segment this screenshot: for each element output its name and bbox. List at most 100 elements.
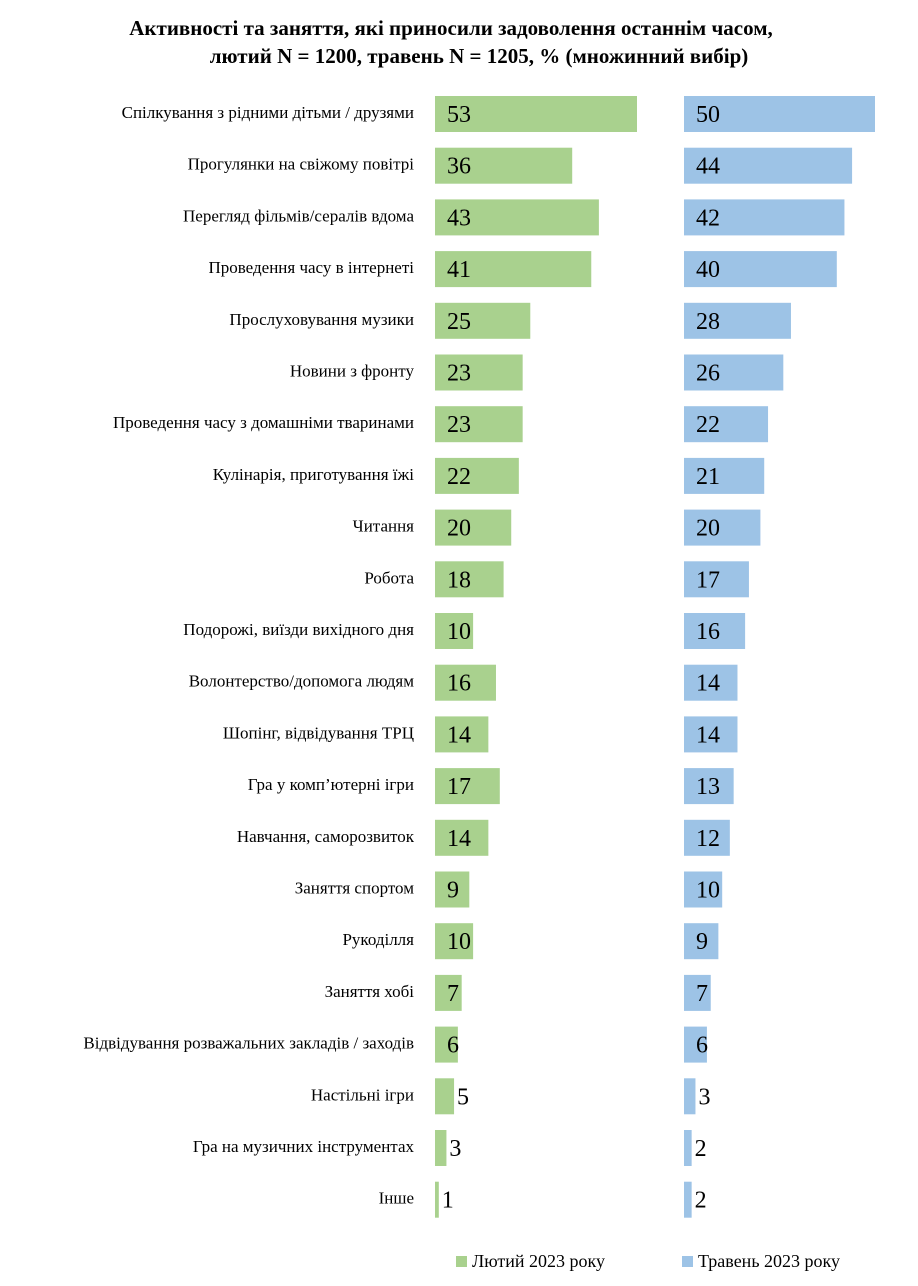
- data-label-february: 7: [447, 981, 459, 1007]
- bar-february: [435, 96, 637, 132]
- bar-may: [684, 819, 730, 856]
- category-label: Настільні ігри: [311, 1085, 414, 1104]
- data-label-may: 40: [696, 257, 720, 283]
- data-label-february: 36: [447, 154, 471, 180]
- data-label-may: 50: [696, 102, 720, 128]
- data-label-february: 22: [447, 464, 471, 490]
- bar-may: [684, 1026, 707, 1063]
- category-label: Заняття хобі: [325, 982, 415, 1001]
- bar-may: [684, 923, 719, 960]
- category-label: Навчання, саморозвиток: [237, 827, 415, 846]
- bar-february: [435, 664, 496, 701]
- bar-february: [435, 819, 489, 856]
- category-label: Волонтерство/допомога людям: [189, 672, 415, 691]
- bar-february: [435, 251, 592, 288]
- data-label-february: 41: [447, 257, 471, 283]
- category-label: Прослуховування музики: [229, 310, 414, 329]
- bar-may: [684, 199, 845, 236]
- bar-february: [435, 199, 599, 236]
- bar-may: [684, 613, 746, 649]
- data-label-may: 12: [696, 826, 720, 852]
- data-label-may: 22: [696, 412, 720, 438]
- bar-may: [684, 561, 749, 598]
- data-label-february: 17: [447, 774, 471, 800]
- category-label: Кулінарія, приготування їжі: [213, 465, 415, 484]
- legend-swatch-may: [682, 1256, 693, 1267]
- data-label-may: 9: [696, 929, 708, 955]
- category-label: Прогулянки на свіжому повітрі: [188, 155, 415, 174]
- bar-february: [435, 871, 470, 908]
- bar-may: [684, 664, 738, 701]
- chart-title: Активності та заняття, які приносили зад…: [0, 14, 918, 70]
- category-label: Гра на музичних інструментах: [193, 1137, 415, 1156]
- data-label-may: 2: [695, 1136, 707, 1162]
- bar-may: [684, 768, 734, 805]
- data-label-february: 53: [447, 102, 471, 128]
- bar-february: [435, 1078, 455, 1115]
- data-label-may: 42: [696, 205, 720, 231]
- bar-february: [435, 354, 523, 391]
- bar-february: [435, 716, 489, 753]
- data-label-may: 14: [696, 722, 720, 748]
- data-label-february: 23: [447, 361, 471, 387]
- category-label: Заняття спортом: [295, 879, 414, 898]
- data-label-may: 20: [696, 516, 720, 542]
- bar-february: [435, 406, 523, 443]
- bar-may: [684, 251, 837, 288]
- category-label: Проведення часу в інтернеті: [208, 258, 414, 277]
- data-label-february: 3: [449, 1136, 461, 1162]
- data-label-may: 16: [696, 619, 720, 645]
- chart-title-line-1: Активності та заняття, які приносили зад…: [129, 16, 773, 40]
- bar-may: [684, 974, 711, 1011]
- data-label-february: 25: [447, 309, 471, 335]
- bar-february: [435, 147, 573, 184]
- bar-february: [435, 1181, 439, 1218]
- bar-may: [684, 1078, 696, 1115]
- bar-may: [684, 457, 765, 494]
- data-label-may: 10: [696, 878, 720, 904]
- category-label: Спілкування з рідними дітьми / друзями: [122, 103, 414, 122]
- data-label-february: 23: [447, 412, 471, 438]
- bar-february: [435, 457, 519, 494]
- data-label-february: 14: [447, 826, 471, 852]
- data-label-february: 5: [457, 1084, 469, 1110]
- chart-title-line-2: лютий N = 1200, травень N = 1205, % (мно…: [209, 44, 749, 68]
- data-label-may: 26: [696, 361, 720, 387]
- category-label: Інше: [379, 1189, 414, 1208]
- bar-may: [684, 1130, 692, 1166]
- legend-swatch-february: [456, 1256, 467, 1267]
- data-label-may: 14: [696, 671, 720, 697]
- bar-may: [684, 406, 769, 443]
- data-label-february: 1: [442, 1188, 454, 1214]
- category-label: Проведення часу з домашніми тваринами: [113, 413, 414, 432]
- legend-label-february: Лютий 2023 року: [472, 1251, 605, 1271]
- bar-may: [684, 302, 791, 339]
- bar-february: [435, 1026, 458, 1063]
- data-label-february: 6: [447, 1033, 459, 1059]
- bar-may: [684, 1181, 692, 1218]
- data-label-february: 20: [447, 516, 471, 542]
- bar-may: [684, 509, 761, 546]
- bar-february: [435, 923, 474, 960]
- bar-may: [684, 871, 723, 908]
- data-label-february: 16: [447, 671, 471, 697]
- data-label-may: 3: [698, 1084, 710, 1110]
- category-label: Шопінг, відвідування ТРЦ: [223, 723, 414, 742]
- category-label: Перегляд фільмів/сералів вдома: [183, 206, 414, 225]
- bar-may: [684, 147, 853, 184]
- data-label-february: 9: [447, 878, 459, 904]
- data-label-may: 2: [695, 1188, 707, 1214]
- data-label-may: 7: [696, 981, 708, 1007]
- data-label-february: 14: [447, 722, 471, 748]
- category-label: Гра у комп’ютерні ігри: [248, 775, 414, 794]
- data-label-may: 13: [696, 774, 720, 800]
- category-label: Подорожі, виїзди вихідного дня: [183, 620, 414, 639]
- data-label-may: 17: [696, 567, 720, 593]
- data-label-may: 44: [696, 154, 720, 180]
- category-label: Робота: [364, 568, 414, 587]
- legend-label-may: Травень 2023 року: [698, 1251, 840, 1271]
- bar-february: [435, 613, 474, 649]
- data-label-february: 10: [447, 619, 471, 645]
- data-label-february: 43: [447, 205, 471, 231]
